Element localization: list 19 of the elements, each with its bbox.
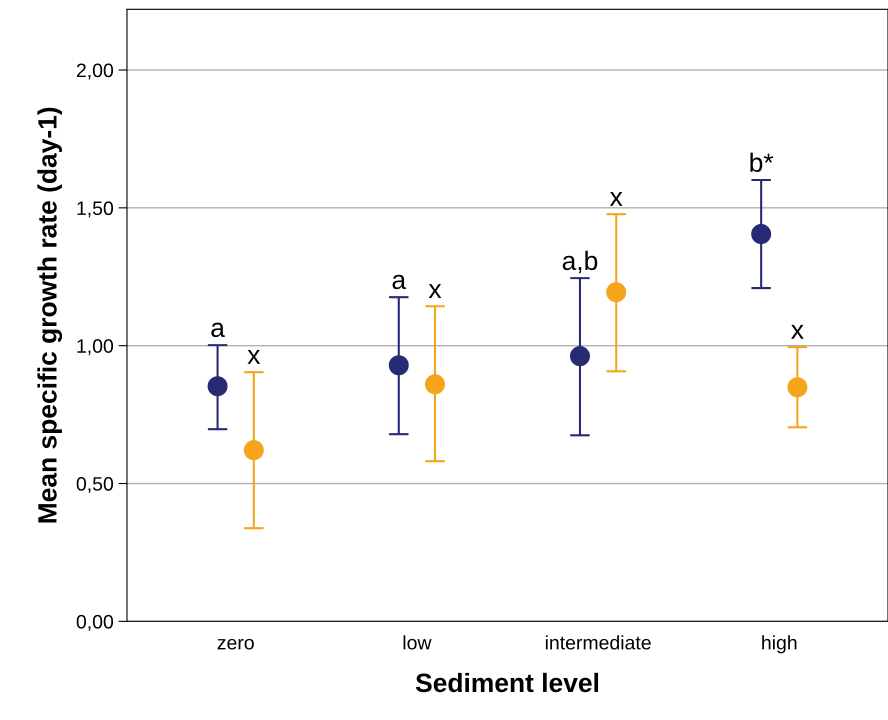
x-tick-label: low (404, 635, 432, 650)
x-tick-label: intermediate (546, 635, 651, 650)
annotation: a (211, 322, 225, 338)
annotation: b* (750, 152, 774, 172)
annotation: x (428, 284, 442, 298)
y-tick-label: 1,50 (77, 201, 114, 218)
y-tick-label: 1,00 (77, 339, 114, 356)
y-tick-label: 0,50 (76, 476, 114, 494)
y-tick-label: 0,00 (76, 614, 114, 631)
annotation: x (610, 192, 623, 206)
annotation: x (248, 350, 260, 364)
annotation: x (791, 324, 804, 339)
annotation: a (392, 274, 406, 290)
y-tick-label: 2,00 (76, 63, 114, 80)
x-axis-title: Sediment level (416, 672, 598, 692)
x-tick-label: zero (218, 638, 254, 650)
y-axis-title: Mean specific growth rate (day-1) (37, 108, 62, 523)
x-tick-label: high (762, 635, 796, 654)
annotation: a,b (562, 250, 598, 274)
